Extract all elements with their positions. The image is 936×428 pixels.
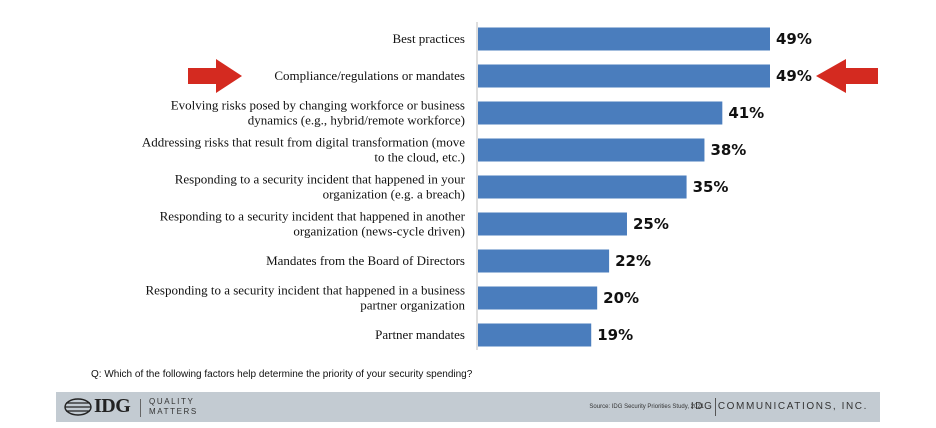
bar-chart: Best practices Compliance/regulations or …	[142, 22, 878, 350]
value-label-7: 20%	[603, 289, 639, 307]
tagline: QUALITY MATTERS	[149, 397, 198, 417]
category-labels-group: Best practices Compliance/regulations or …	[142, 31, 466, 342]
category-label-5: Responding to a security incident that h…	[160, 209, 466, 239]
category-label-6-line-0: Mandates from the Board of Directors	[266, 253, 465, 268]
category-label-4-line-1: organization (e.g. a breach)	[323, 187, 465, 202]
tagline-line-1: QUALITY	[149, 397, 195, 406]
bar-4	[478, 175, 687, 199]
category-label-7: Responding to a security incident that h…	[145, 283, 465, 313]
category-label-1: Compliance/regulations or mandates	[274, 68, 465, 83]
bar-0	[478, 27, 770, 51]
value-label-3: 38%	[710, 141, 746, 159]
value-labels-group: 49% 49% 41% 38% 35% 25% 22% 20% 19%	[597, 30, 812, 344]
category-label-5-line-1: organization (news-cycle driven)	[293, 224, 465, 239]
category-label-4-line-0: Responding to a security incident that h…	[175, 172, 466, 187]
bar-2	[478, 101, 723, 125]
category-label-8-line-0: Partner mandates	[375, 327, 465, 342]
category-label-3: Addressing risks that result from digita…	[142, 135, 465, 165]
category-label-7-line-1: partner organization	[360, 298, 465, 313]
logo-divider	[140, 399, 141, 417]
value-label-8: 19%	[597, 326, 633, 344]
category-label-2: Evolving risks posed by changing workfor…	[171, 98, 465, 128]
category-label-4: Responding to a security incident that h…	[175, 172, 466, 202]
bar-7	[478, 286, 598, 310]
value-label-0: 49%	[776, 30, 812, 48]
category-label-3-line-0: Addressing risks that result from digita…	[142, 135, 465, 150]
category-label-0: Best practices	[392, 31, 465, 46]
category-label-0-line-0: Best practices	[392, 31, 465, 46]
idg-logo-text: IDG	[94, 395, 131, 417]
bar-6	[478, 249, 610, 273]
survey-question: Q: Which of the following factors help d…	[91, 369, 473, 380]
idg-globe-icon	[64, 398, 92, 416]
bar-5	[478, 212, 627, 236]
highlight-arrow-left-icon	[188, 59, 242, 93]
value-label-1: 49%	[776, 67, 812, 85]
category-label-8: Partner mandates	[375, 327, 465, 342]
bar-8	[478, 323, 592, 347]
bar-1	[478, 64, 770, 88]
bars-group	[478, 27, 770, 347]
category-label-3-line-1: to the cloud, etc.)	[374, 150, 465, 165]
category-label-7-line-0: Responding to a security incident that h…	[145, 283, 465, 298]
footer-divider	[715, 398, 716, 416]
highlight-arrow-right-icon	[816, 59, 878, 93]
value-label-5: 25%	[633, 215, 669, 233]
bar-3	[478, 138, 705, 162]
value-label-2: 41%	[728, 104, 764, 122]
footer-bar: IDG QUALITY MATTERS Source: IDG Security…	[56, 392, 880, 422]
value-label-4: 35%	[693, 178, 729, 196]
category-label-2-line-0: Evolving risks posed by changing workfor…	[171, 98, 465, 113]
source-note: Source: IDG Security Priorities Study, 2…	[589, 404, 704, 410]
tagline-line-2: MATTERS	[149, 407, 198, 416]
company-name: IDG COMMUNICATIONS, INC.	[690, 401, 868, 412]
category-label-2-line-1: dynamics (e.g., hybrid/remote workforce)	[248, 113, 465, 128]
category-label-1-line-0: Compliance/regulations or mandates	[274, 68, 465, 83]
value-label-6: 22%	[615, 252, 651, 270]
category-label-6: Mandates from the Board of Directors	[266, 253, 465, 268]
category-label-5-line-0: Responding to a security incident that h…	[160, 209, 466, 224]
